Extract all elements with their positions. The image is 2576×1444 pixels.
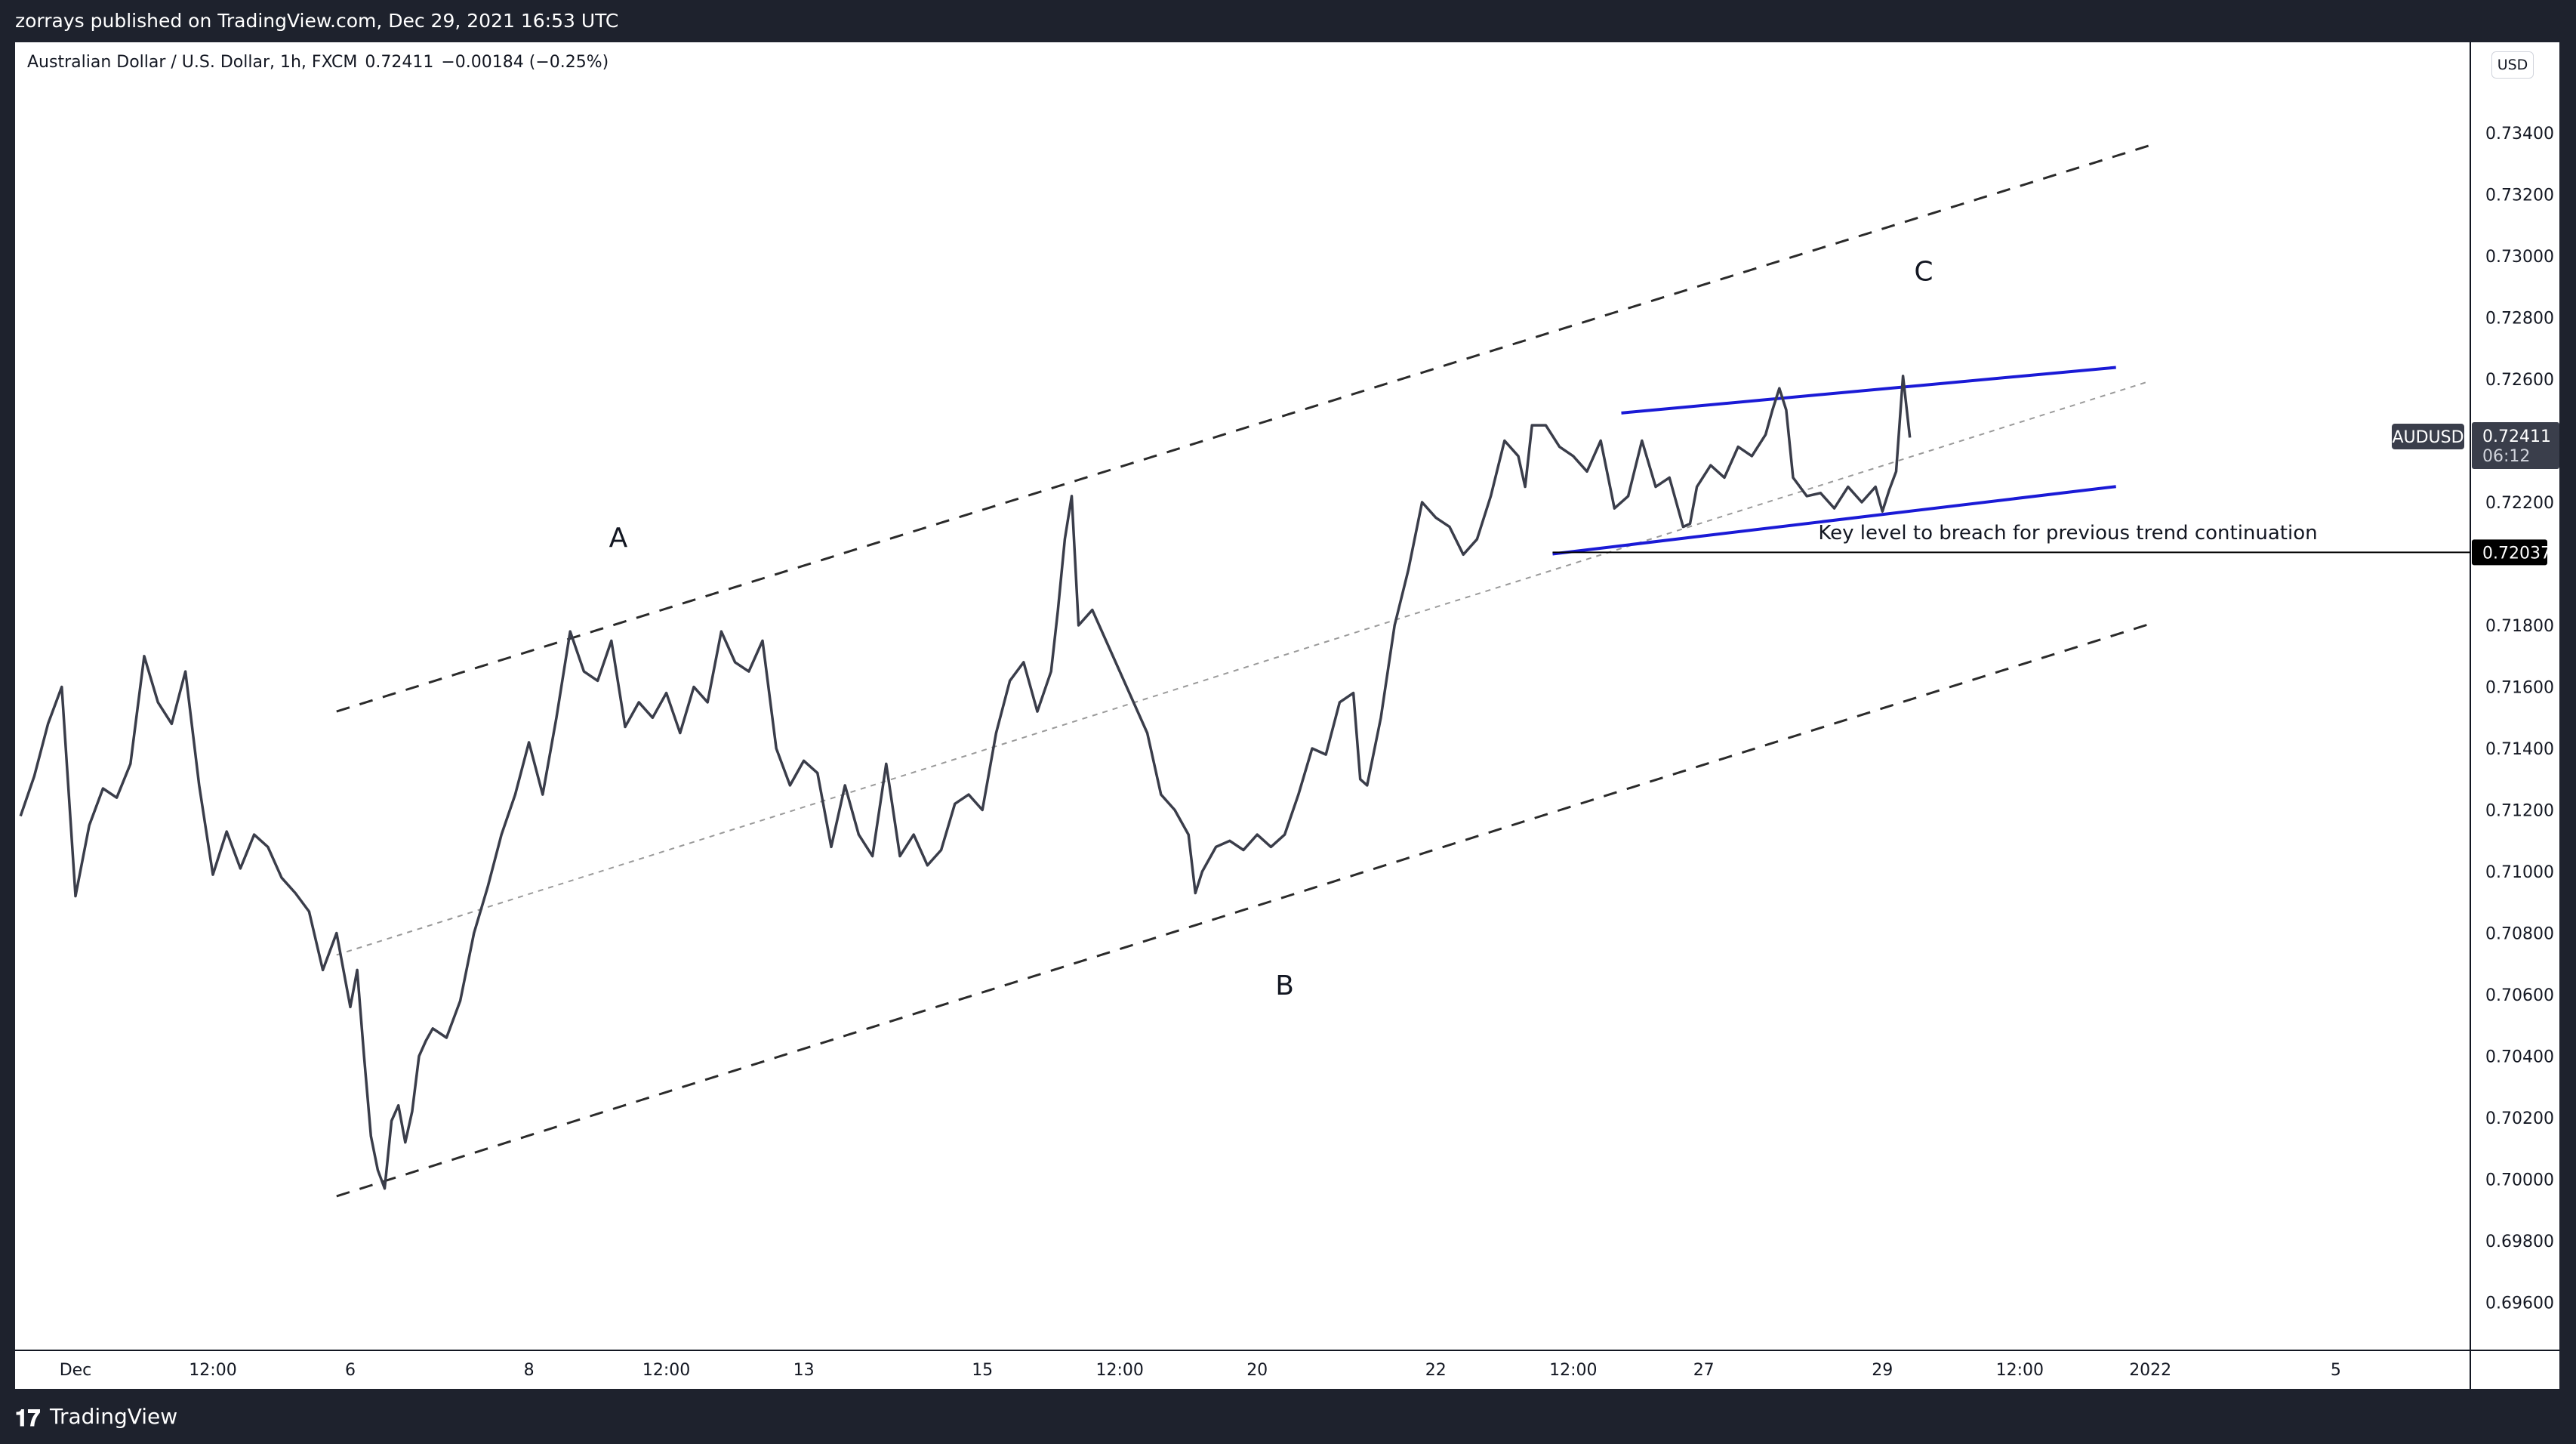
wave-label-b: B — [1275, 970, 1294, 1001]
x-tick-label: 13 — [793, 1361, 815, 1380]
y-tick-label: 0.70600 — [2485, 986, 2554, 1005]
y-tick-label: 0.71800 — [2485, 617, 2554, 636]
price-line — [19, 375, 1912, 1190]
price-chart[interactable]: 0.73400 0.73200 0.73000 0.72800 0.72600 0.722… — [15, 42, 2559, 1389]
channel-line-dashed — [336, 622, 2151, 1198]
channel-line-dashed — [336, 143, 2151, 713]
top-bar: zorrays published on TradingView.com, De… — [0, 0, 2576, 42]
symbol-title: Australian Dollar / U.S. Dollar, 1h, FXC… — [27, 53, 358, 72]
y-tick-label: 0.69600 — [2485, 1294, 2554, 1313]
x-tick-label: 2022 — [2129, 1361, 2171, 1380]
x-tick-label: 20 — [1246, 1361, 1268, 1380]
y-tick-label: 0.70000 — [2485, 1171, 2554, 1190]
key-level-note: Key level to breach for previous trend c… — [1818, 522, 2317, 545]
x-tick-label: 5 — [2331, 1361, 2341, 1380]
channel-midline-dotted — [336, 380, 2151, 956]
y-tick-label: 0.73000 — [2485, 248, 2554, 267]
y-axis-ticks: 0.73400 0.73200 0.73000 0.72800 0.72600 0.722… — [2485, 125, 2554, 1313]
last-price-badge — [2472, 422, 2559, 470]
x-tick-label: 12:00 — [1996, 1361, 2044, 1380]
y-tick-label: 0.73400 — [2485, 125, 2554, 143]
bottom-bar: 𝟏𝟕 TradingView — [0, 1389, 2576, 1444]
wedge-line — [1552, 485, 2116, 556]
key-level-badge — [2472, 539, 2547, 566]
currency-button[interactable]: USD — [2491, 51, 2534, 79]
tradingview-logo-text: TradingView — [50, 1404, 178, 1429]
y-tick-label: 0.69800 — [2485, 1233, 2554, 1251]
x-tick-label: Dec — [60, 1361, 92, 1380]
y-tick-label: 0.72200 — [2485, 494, 2554, 513]
y-tick-label: 0.73200 — [2485, 187, 2554, 205]
symbol-price: 0.72411 — [365, 53, 434, 72]
countdown-label: 06:12 — [2482, 447, 2530, 466]
annotations: A B C Key level to breach for previous tren… — [609, 257, 2318, 1001]
key-level-price: 0.72037 — [2482, 544, 2551, 563]
y-tick-label: 0.72800 — [2485, 310, 2554, 329]
x-axis-ticks: Dec 12:00 6 8 12:00 13 15 12:00 20 22 12:00 27 29 12:… — [60, 1361, 2341, 1380]
price-series — [19, 375, 1912, 1190]
y-tick-label: 0.70200 — [2485, 1109, 2554, 1128]
chart-frame[interactable]: 0.73400 0.73200 0.73000 0.72800 0.72600 0.722… — [15, 42, 2559, 1389]
last-price-label: 0.72411 — [2482, 427, 2551, 446]
tradingview-logo-icon: 𝟏𝟕 — [15, 1405, 41, 1432]
symbol-badge-label: AUDUSD — [2392, 428, 2464, 447]
x-tick-label: 12:00 — [1095, 1361, 1143, 1380]
symbol-badge — [2392, 424, 2464, 450]
y-tick-label: 0.70400 — [2485, 1048, 2554, 1067]
y-tick-label: 0.70800 — [2485, 925, 2554, 944]
x-tick-label: 22 — [1425, 1361, 1447, 1380]
x-tick-label: 27 — [1693, 1361, 1715, 1380]
y-tick-label: 0.71200 — [2485, 802, 2554, 821]
wave-label-a: A — [609, 523, 628, 554]
x-tick-label: 12:00 — [642, 1361, 690, 1380]
y-tick-label: 0.71600 — [2485, 679, 2554, 698]
x-tick-label: 12:00 — [1549, 1361, 1597, 1380]
symbol-header: Australian Dollar / U.S. Dollar, 1h, FXC… — [27, 53, 609, 72]
symbol-change: −0.00184 (−0.25%) — [441, 53, 609, 72]
x-tick-label: 6 — [345, 1361, 356, 1380]
y-tick-label: 0.72600 — [2485, 371, 2554, 390]
trend-lines — [336, 143, 2470, 1198]
wave-label-c: C — [1914, 257, 1933, 288]
x-tick-label: 12:00 — [189, 1361, 236, 1380]
x-tick-label: 15 — [972, 1361, 993, 1380]
published-text: zorrays published on TradingView.com, De… — [15, 10, 619, 32]
wedge-line — [1621, 366, 2116, 415]
y-tick-label: 0.71000 — [2485, 863, 2554, 882]
x-tick-label: 29 — [1872, 1361, 1893, 1380]
y-tick-label: 0.71400 — [2485, 740, 2554, 759]
x-tick-label: 8 — [524, 1361, 535, 1380]
